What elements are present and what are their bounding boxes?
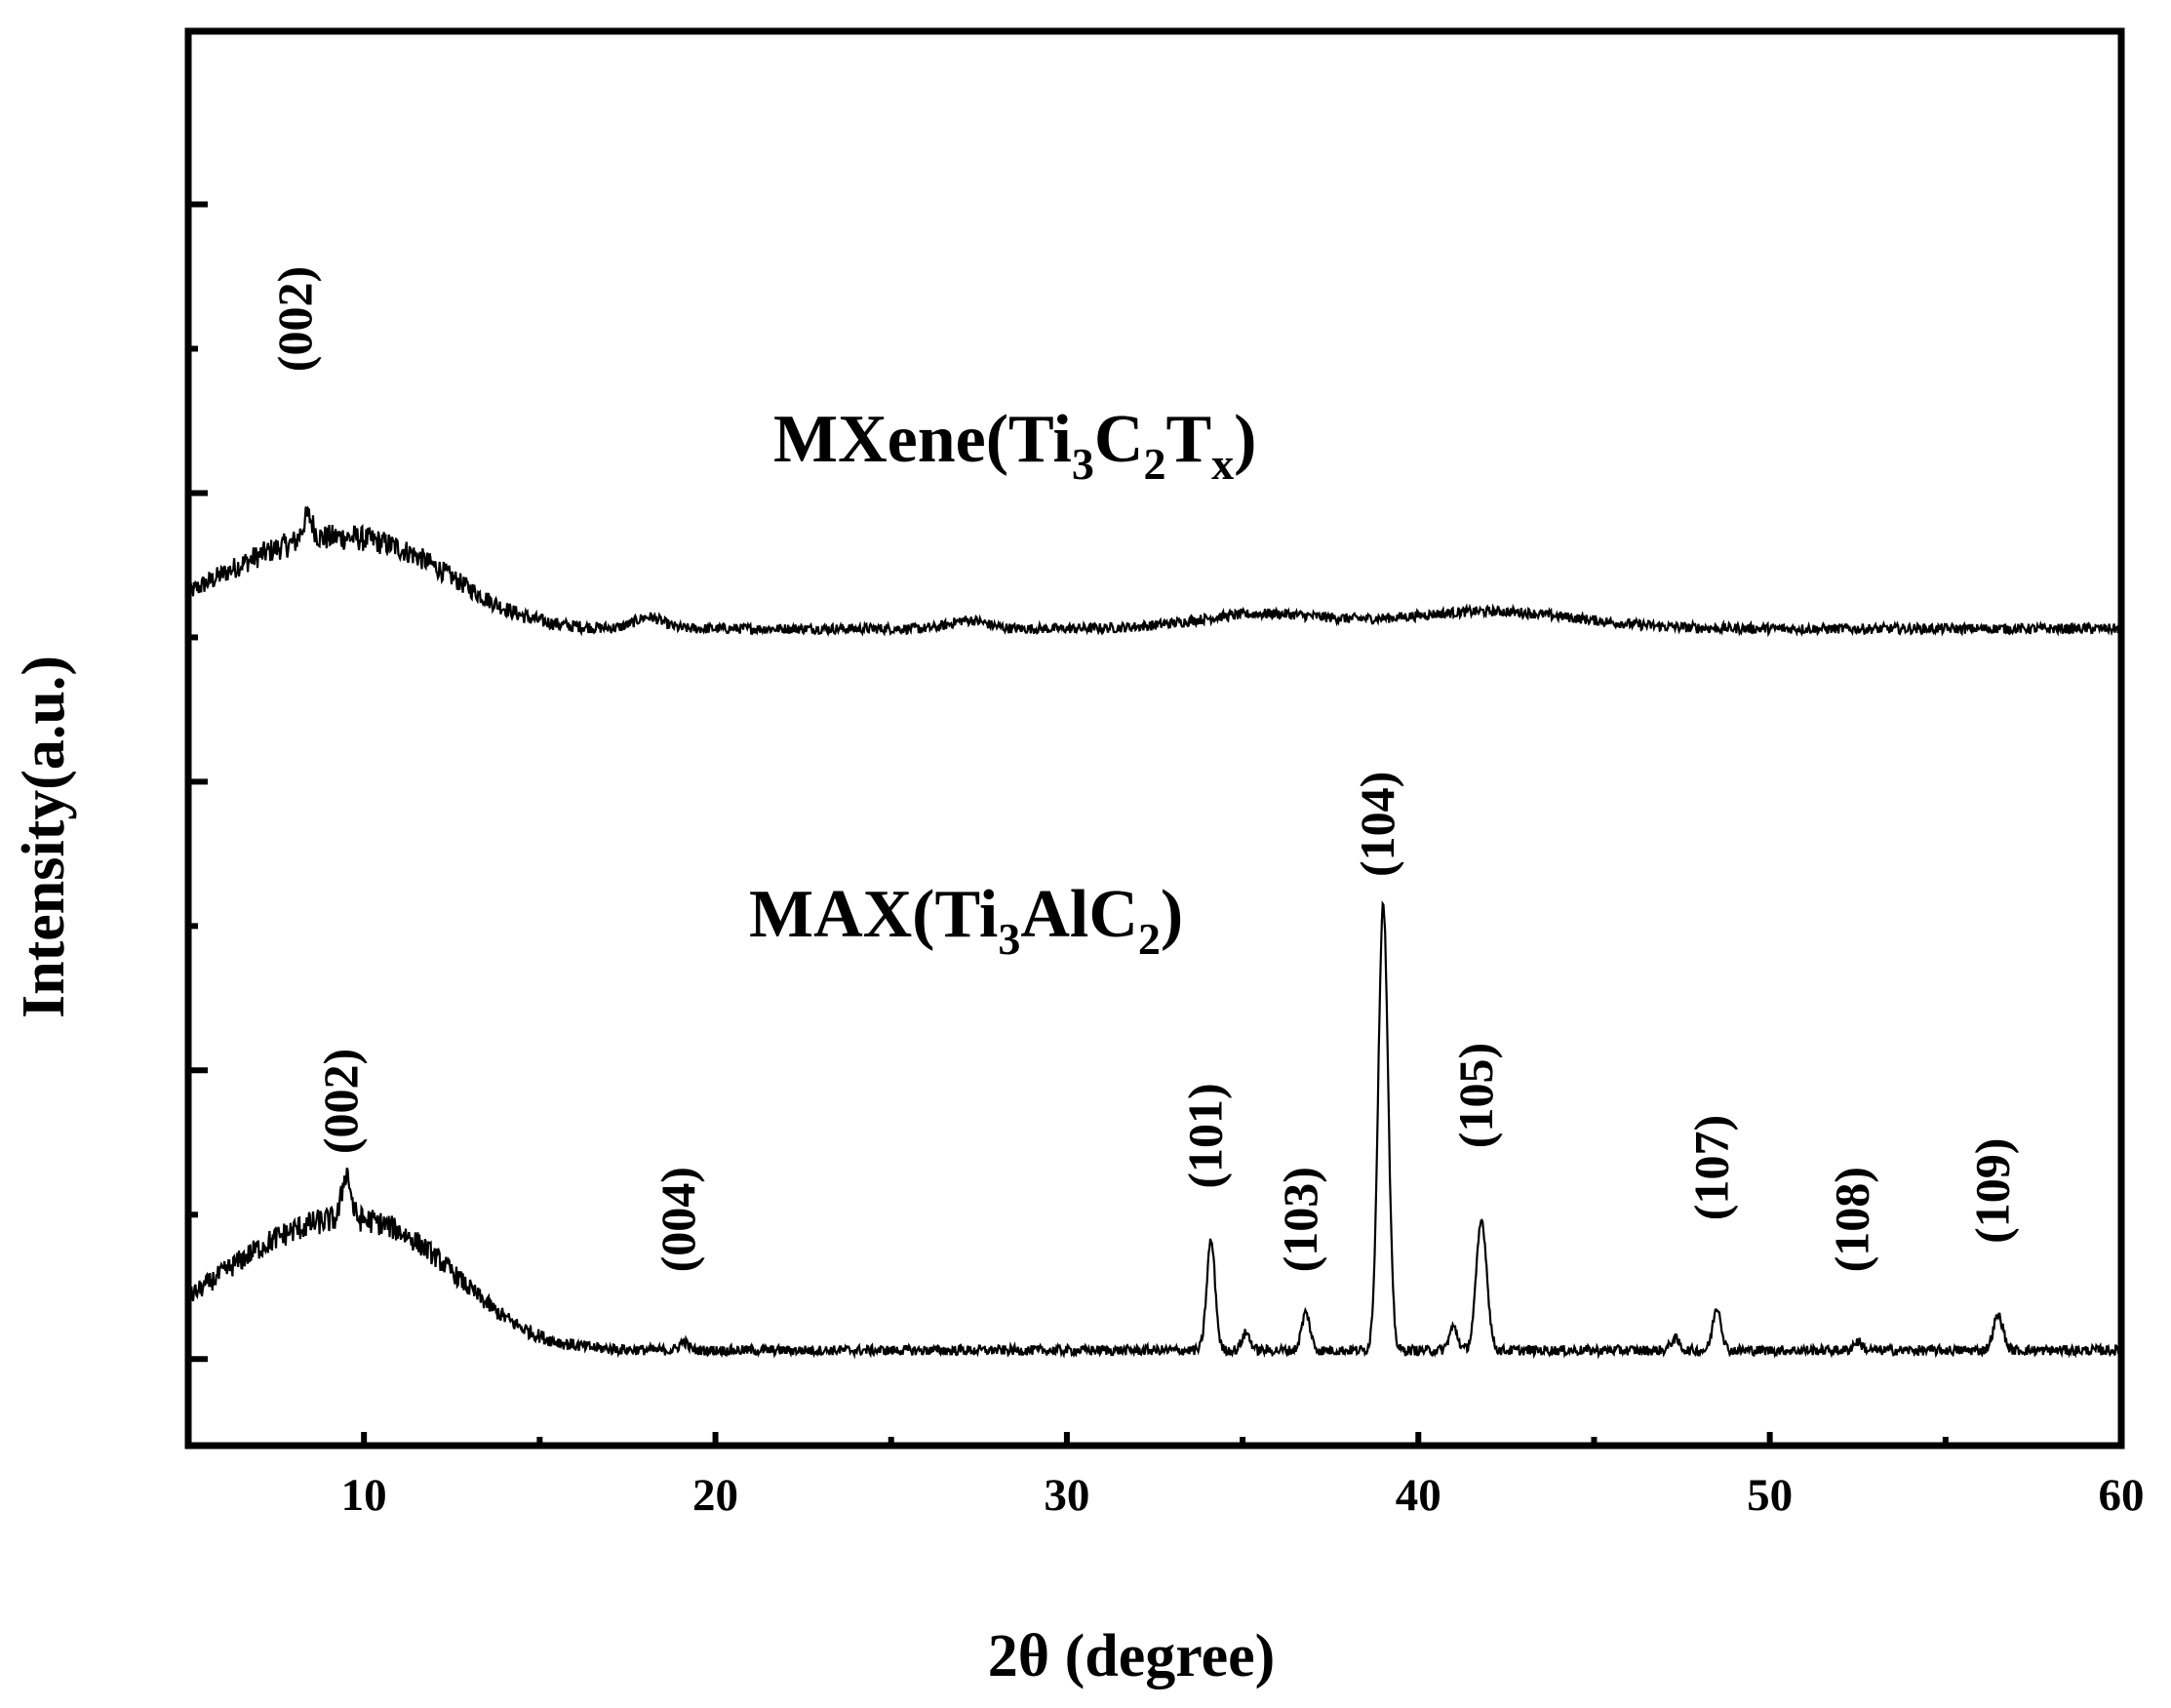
x-tick-label: 30 bbox=[1044, 1470, 1089, 1521]
peak-index-label: (103) bbox=[1273, 1167, 1327, 1272]
y-axis-title: Intensity(a.u.) bbox=[11, 655, 77, 1018]
peak-index-label: (004) bbox=[651, 1167, 705, 1272]
peak-index-label: (107) bbox=[1683, 1115, 1738, 1220]
x-tick-label: 60 bbox=[2099, 1470, 2145, 1521]
peak-index-label: (002) bbox=[313, 1049, 368, 1154]
peak-index-label: (101) bbox=[1178, 1083, 1233, 1188]
xrd-series-line bbox=[186, 505, 2122, 638]
x-tick-label: 20 bbox=[692, 1470, 738, 1521]
plot-frame bbox=[184, 27, 2125, 1450]
peak-index-label: (109) bbox=[1965, 1138, 2020, 1244]
peak-index-label: (104) bbox=[1350, 772, 1404, 877]
x-tick-label: 40 bbox=[1396, 1470, 1441, 1521]
x-tick-label: 10 bbox=[341, 1470, 387, 1521]
x-tick-label: 50 bbox=[1747, 1470, 1793, 1521]
peak-index-label: (105) bbox=[1448, 1043, 1503, 1148]
axis-ticks: 10 20 30 40 50 60 bbox=[188, 201, 2145, 1521]
peak-index-label: (108) bbox=[1825, 1167, 1879, 1272]
series-layer bbox=[186, 505, 2123, 1360]
xrd-series-line bbox=[187, 900, 2123, 1360]
x-axis-title: 2θ (degree) bbox=[988, 1623, 1276, 1689]
peak-annotations: (002) (002) (004) (101) (103) (104) (105) (107)… bbox=[267, 266, 2020, 1273]
max-series-label: MAX(Ti3AlC2) bbox=[749, 877, 1183, 964]
peak-index-label: (002) bbox=[267, 266, 322, 372]
mxene-series-label: MXene(Ti3C2Tx) bbox=[773, 402, 1256, 489]
